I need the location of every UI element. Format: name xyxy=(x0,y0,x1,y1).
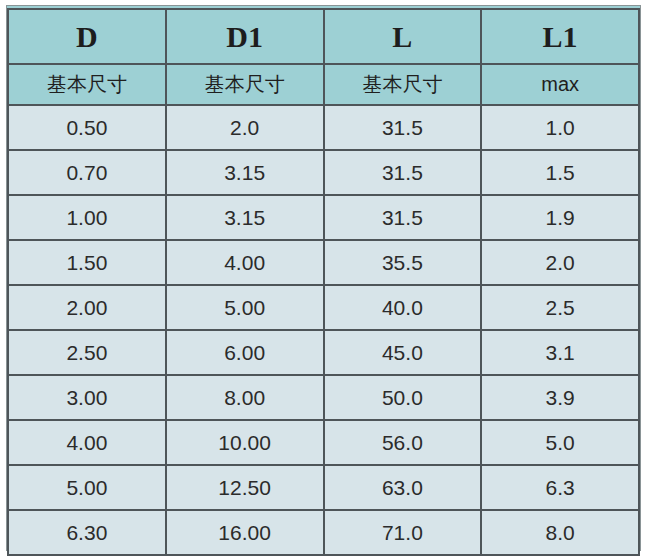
table-cell: 8.0 xyxy=(481,510,639,555)
column-subheader-l: 基本尺寸 xyxy=(324,64,482,105)
table-cell: 3.00 xyxy=(8,375,166,420)
table-cell: 16.00 xyxy=(166,510,324,555)
header-row-main: D D1 L L1 xyxy=(8,9,639,64)
spec-table-container: D D1 L L1 基本尺寸 基本尺寸 基本尺寸 max 0.502.031.5… xyxy=(6,5,641,551)
table-cell: 50.0 xyxy=(324,375,482,420)
table-cell: 3.15 xyxy=(166,195,324,240)
column-subheader-l1: max xyxy=(481,64,639,105)
table-cell: 31.5 xyxy=(324,150,482,195)
table-cell: 45.0 xyxy=(324,330,482,375)
table-cell: 6.3 xyxy=(481,465,639,510)
table-cell: 6.00 xyxy=(166,330,324,375)
table-row: 4.0010.0056.05.0 xyxy=(8,420,639,465)
column-header-l1: L1 xyxy=(481,9,639,64)
table-cell: 2.50 xyxy=(8,330,166,375)
table-cell: 5.00 xyxy=(8,465,166,510)
column-subheader-d: 基本尺寸 xyxy=(8,64,166,105)
table-cell: 4.00 xyxy=(166,240,324,285)
table-row: 0.502.031.51.0 xyxy=(8,105,639,150)
table-row: 0.703.1531.51.5 xyxy=(8,150,639,195)
table-cell: 0.50 xyxy=(8,105,166,150)
table-cell: 12.50 xyxy=(166,465,324,510)
table-cell: 4.00 xyxy=(8,420,166,465)
column-header-d1: D1 xyxy=(166,9,324,64)
table-cell: 1.00 xyxy=(8,195,166,240)
table-cell: 31.5 xyxy=(324,195,482,240)
table-cell: 1.0 xyxy=(481,105,639,150)
table-cell: 1.5 xyxy=(481,150,639,195)
table-row: 1.003.1531.51.9 xyxy=(8,195,639,240)
table-cell: 5.00 xyxy=(166,285,324,330)
table-row: 6.3016.0071.08.0 xyxy=(8,510,639,555)
table-cell: 2.0 xyxy=(481,240,639,285)
table-cell: 3.1 xyxy=(481,330,639,375)
column-header-d: D xyxy=(8,9,166,64)
table-cell: 10.00 xyxy=(166,420,324,465)
table-cell: 63.0 xyxy=(324,465,482,510)
spec-table-header: D D1 L L1 基本尺寸 基本尺寸 基本尺寸 max xyxy=(8,9,639,105)
table-cell: 40.0 xyxy=(324,285,482,330)
table-cell: 5.0 xyxy=(481,420,639,465)
spec-table: D D1 L L1 基本尺寸 基本尺寸 基本尺寸 max 0.502.031.5… xyxy=(7,8,640,556)
table-cell: 35.5 xyxy=(324,240,482,285)
table-cell: 1.50 xyxy=(8,240,166,285)
table-cell: 2.00 xyxy=(8,285,166,330)
table-cell: 3.9 xyxy=(481,375,639,420)
table-cell: 8.00 xyxy=(166,375,324,420)
table-cell: 3.15 xyxy=(166,150,324,195)
table-cell: 31.5 xyxy=(324,105,482,150)
table-row: 5.0012.5063.06.3 xyxy=(8,465,639,510)
table-row: 3.008.0050.03.9 xyxy=(8,375,639,420)
spec-table-body: 0.502.031.51.00.703.1531.51.51.003.1531.… xyxy=(8,105,639,555)
table-row: 1.504.0035.52.0 xyxy=(8,240,639,285)
header-row-sub: 基本尺寸 基本尺寸 基本尺寸 max xyxy=(8,64,639,105)
table-cell: 2.0 xyxy=(166,105,324,150)
table-row: 2.005.0040.02.5 xyxy=(8,285,639,330)
table-cell: 2.5 xyxy=(481,285,639,330)
column-subheader-d1: 基本尺寸 xyxy=(166,64,324,105)
table-cell: 56.0 xyxy=(324,420,482,465)
table-cell: 71.0 xyxy=(324,510,482,555)
table-cell: 0.70 xyxy=(8,150,166,195)
column-header-l: L xyxy=(324,9,482,64)
table-row: 2.506.0045.03.1 xyxy=(8,330,639,375)
table-cell: 6.30 xyxy=(8,510,166,555)
table-cell: 1.9 xyxy=(481,195,639,240)
